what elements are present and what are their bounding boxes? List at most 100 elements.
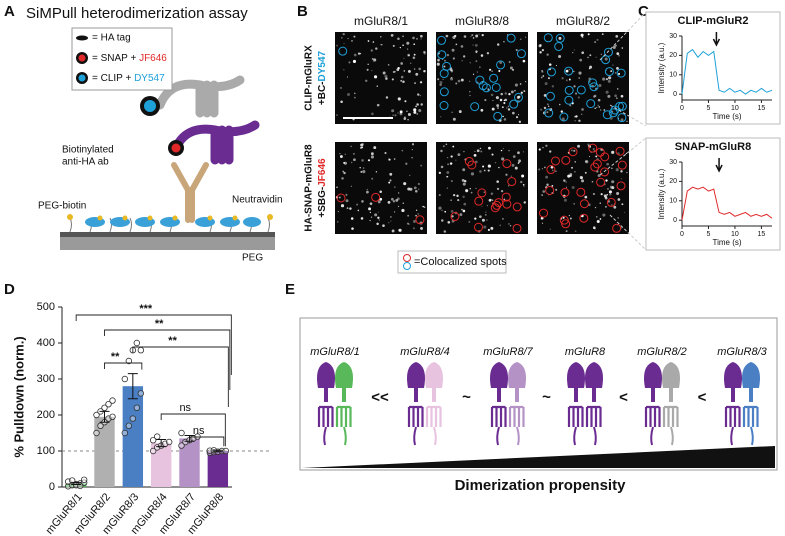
- spot: [416, 37, 418, 40]
- colocalized-spot: [494, 198, 504, 208]
- propensity-box: [299, 317, 778, 471]
- spot: [469, 188, 471, 190]
- spot: [401, 149, 404, 152]
- colocalized-spot: [615, 146, 625, 156]
- spot: [390, 34, 394, 37]
- spot: [575, 115, 578, 118]
- spot: [615, 168, 619, 172]
- spot: [401, 208, 405, 213]
- spot: [360, 217, 364, 220]
- spot: [452, 117, 456, 121]
- colocalized-spot: [415, 215, 425, 225]
- spot: [541, 49, 545, 52]
- spot: [541, 194, 544, 196]
- y-axis-label: % Pulldown (norm.): [11, 336, 26, 457]
- colocalized-spot: [603, 47, 613, 57]
- spot: [388, 181, 391, 184]
- spot: [451, 215, 454, 218]
- spot: [595, 155, 598, 158]
- data-point: [178, 429, 185, 437]
- colocalized-spot: [589, 82, 599, 92]
- y-tick-label: 10: [669, 198, 677, 205]
- spot: [568, 68, 571, 71]
- spot: [475, 187, 477, 189]
- spot: [413, 108, 417, 112]
- colocalized-spot: [439, 101, 449, 111]
- spot: [447, 220, 451, 224]
- bar: [122, 386, 144, 487]
- colocalized-spot: [516, 49, 526, 59]
- spot: [371, 58, 374, 60]
- spot: [601, 33, 604, 35]
- spot: [343, 69, 345, 71]
- subunit-tail: [496, 426, 500, 446]
- error-bar: [99, 410, 110, 423]
- spot: [571, 185, 575, 189]
- spot: [475, 60, 478, 63]
- spot: [596, 106, 598, 108]
- spot: [483, 225, 487, 229]
- spot: [577, 96, 580, 99]
- relation-symbol: ~: [542, 389, 551, 406]
- spot: [604, 205, 607, 208]
- spot: [524, 36, 527, 38]
- spot: [608, 76, 612, 80]
- spot: [599, 218, 602, 220]
- colocalized-spot: [491, 82, 501, 92]
- spot: [402, 44, 404, 47]
- colocalized-spot: [579, 213, 589, 223]
- colocalized-spot: [559, 215, 569, 225]
- row-label: HA-SNAP-mGluR8: [304, 144, 315, 232]
- spot: [461, 208, 463, 211]
- significance-label: **: [168, 335, 177, 347]
- colocalized-spot: [588, 78, 598, 88]
- spot: [578, 119, 581, 122]
- spot: [486, 219, 488, 221]
- spot: [483, 191, 486, 194]
- significance-bracket: [189, 436, 225, 447]
- spot: [392, 70, 396, 74]
- spot: [420, 103, 423, 106]
- spot: [600, 109, 602, 111]
- spot: [340, 100, 343, 103]
- spot: [569, 104, 572, 107]
- y-tick-label: 0: [673, 91, 677, 98]
- colocalized-spot: [474, 222, 484, 232]
- spot: [592, 226, 596, 229]
- spot: [543, 106, 547, 110]
- colocalized-spot: [617, 113, 627, 123]
- spot: [340, 204, 345, 208]
- spot: [548, 105, 550, 107]
- spot: [587, 143, 590, 146]
- spot: [499, 224, 502, 227]
- spot: [443, 230, 447, 233]
- spot: [545, 175, 549, 179]
- spot: [515, 49, 518, 52]
- spot: [382, 71, 386, 75]
- colocalized-spot: [588, 143, 598, 153]
- colocalized-spot: [492, 200, 502, 210]
- spot: [562, 216, 565, 219]
- spot: [403, 182, 407, 186]
- spot: [353, 153, 355, 155]
- spot: [373, 58, 377, 62]
- trace-box: [645, 11, 781, 125]
- subunit-head: [490, 362, 508, 388]
- spot: [357, 52, 361, 55]
- spot: [341, 177, 344, 180]
- spot: [375, 171, 378, 173]
- subunit-tm: [724, 405, 741, 427]
- data-point: [76, 482, 84, 490]
- spot: [613, 205, 617, 209]
- spot: [366, 188, 369, 191]
- spot: [596, 38, 599, 41]
- spot: [419, 94, 422, 97]
- spot: [573, 149, 576, 152]
- subunit-head: [335, 362, 353, 388]
- row-label: +BC-DY547: [317, 50, 328, 105]
- spot: [512, 111, 515, 115]
- spot: [351, 227, 354, 230]
- label: anti-HA ab: [62, 157, 109, 168]
- colocalized-spot: [616, 181, 626, 191]
- colocalized-spot: [450, 211, 460, 221]
